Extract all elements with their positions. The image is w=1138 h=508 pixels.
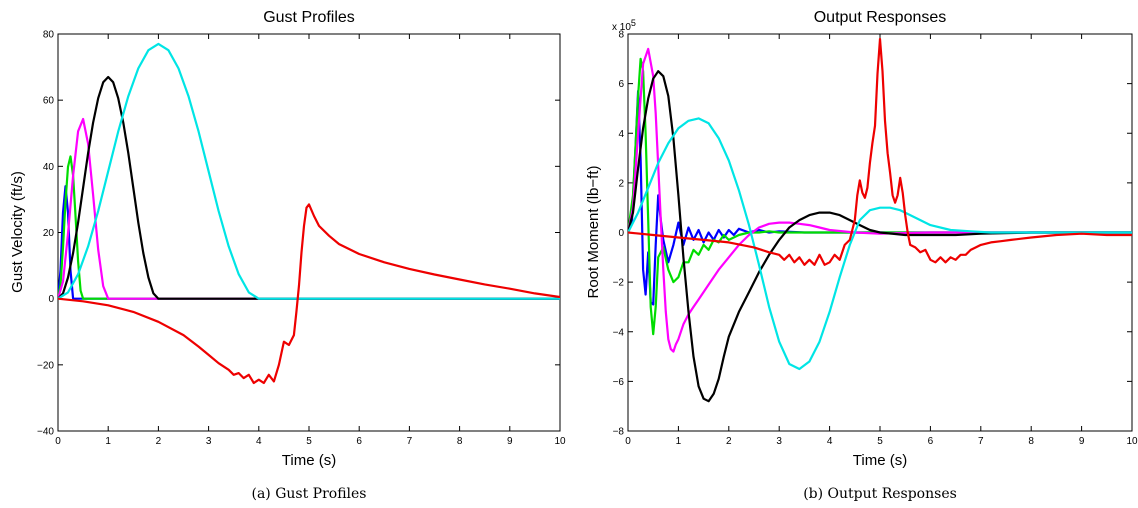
gust-profiles-y-tick-label: 60 bbox=[43, 96, 55, 107]
output-responses-x-tick-label: 8 bbox=[1028, 436, 1034, 447]
gust-profiles-y-tick-label: 80 bbox=[43, 30, 55, 41]
output-responses-y-tick-label: 4 bbox=[618, 129, 624, 140]
gust-profiles-caption: (a) Gust Profiles bbox=[251, 486, 366, 502]
output-responses-y-tick-label: −4 bbox=[613, 327, 625, 338]
gust-profiles-series-magenta-line bbox=[58, 117, 560, 300]
gust-profiles-x-tick-label: 10 bbox=[554, 436, 566, 447]
output-responses-series-group bbox=[628, 37, 1132, 403]
output-responses-x-tick-label: 0 bbox=[625, 436, 631, 447]
output-responses-x-tick-label: 10 bbox=[1126, 436, 1138, 447]
gust-profiles-y-tick-label: 0 bbox=[48, 294, 54, 305]
gust-profiles-x-tick-label: 4 bbox=[256, 436, 262, 447]
gust-profiles-title: Gust Profiles bbox=[263, 9, 355, 26]
gust-profiles-x-tick-label: 3 bbox=[206, 436, 212, 447]
output-responses-y-tick-label: 0 bbox=[618, 228, 624, 239]
output-responses-series-red-line bbox=[628, 37, 1132, 266]
output-responses-series-cyan-line bbox=[628, 117, 1132, 371]
gust-profiles-series-group bbox=[58, 42, 560, 385]
output-responses-x-tick-label: 7 bbox=[978, 436, 984, 447]
gust-profiles-ticks: 0 1 2 3 4 5 6 7 8 9 10 −40 −20 0 20 40 60 80 bbox=[37, 30, 566, 448]
output-responses-x-tick-label: 6 bbox=[928, 436, 934, 447]
gust-profiles-xlabel: Time (s) bbox=[282, 452, 336, 469]
gust-profiles-x-tick-label: 5 bbox=[306, 436, 312, 447]
output-responses-y-tick-label: 6 bbox=[618, 79, 624, 90]
gust-profiles-y-tick-label: 40 bbox=[43, 162, 55, 173]
gust-profiles-x-tick-label: 9 bbox=[507, 436, 513, 447]
gust-profiles-x-tick-label: 2 bbox=[156, 436, 162, 447]
output-responses-title: Output Responses bbox=[814, 9, 947, 26]
output-responses-x-tick-label: 3 bbox=[776, 436, 782, 447]
gust-profiles-x-tick-label: 1 bbox=[105, 436, 111, 447]
gust-profiles-x-tick-label: 0 bbox=[55, 436, 61, 447]
gust-profiles-y-tick-label: −40 bbox=[37, 427, 54, 438]
gust-profiles-series-red-line bbox=[58, 203, 560, 385]
scale-note-base: x 10 bbox=[612, 22, 631, 33]
output-responses-caption: (b) Output Responses bbox=[803, 486, 957, 502]
output-responses-xlabel: Time (s) bbox=[853, 452, 907, 469]
output-responses-panel: Output Responses 0 1 2 3 4 5 6 7 8 9 10 −8 −6 −4 −2 0 2 4… bbox=[585, 9, 1138, 502]
gust-profiles-panel: Gust Profiles 0 1 2 3 4 5 6 7 8 9 10 −40 −20 0 20 40 60 8… bbox=[9, 9, 566, 502]
scale-note-exponent: 5 bbox=[631, 18, 636, 28]
gust-profiles-series-blue-line bbox=[58, 185, 560, 300]
output-responses-x-tick-label: 4 bbox=[827, 436, 833, 447]
output-responses-y-tick-label: −2 bbox=[613, 278, 625, 289]
output-responses-series-black-line bbox=[628, 70, 1132, 403]
gust-profiles-x-tick-label: 7 bbox=[407, 436, 413, 447]
output-responses-y-tick-label: 8 bbox=[618, 30, 624, 41]
gust-profiles-ylabel: Gust Velocity (ft/s) bbox=[9, 171, 26, 293]
output-responses-x-tick-label: 1 bbox=[676, 436, 682, 447]
output-responses-x-tick-label: 5 bbox=[877, 436, 883, 447]
gust-profiles-x-tick-label: 6 bbox=[356, 436, 362, 447]
gust-profiles-x-tick-label: 8 bbox=[457, 436, 463, 447]
output-responses-y-tick-label: 2 bbox=[618, 178, 624, 189]
output-responses-series-green-line bbox=[628, 57, 1132, 336]
gust-profiles-series-black-line bbox=[58, 75, 560, 300]
gust-profiles-series-cyan-line bbox=[58, 42, 560, 300]
output-responses-scale-note: x 105 bbox=[612, 18, 636, 33]
output-responses-y-tick-label: −6 bbox=[613, 377, 625, 388]
output-responses-ylabel: Root Moment (lb−ft) bbox=[585, 166, 602, 299]
output-responses-y-tick-label: −8 bbox=[613, 427, 625, 438]
gust-profiles-y-tick-label: 20 bbox=[43, 228, 55, 239]
output-responses-ticks: 0 1 2 3 4 5 6 7 8 9 10 −8 −6 −4 −2 0 2 4 6 8 bbox=[613, 30, 1138, 448]
output-responses-x-tick-label: 2 bbox=[726, 436, 732, 447]
output-responses-series-magenta-line bbox=[628, 47, 1132, 353]
output-responses-x-tick-label: 9 bbox=[1079, 436, 1085, 447]
gust-profiles-plot-area bbox=[57, 33, 561, 432]
gust-profiles-y-tick-label: −20 bbox=[37, 360, 54, 371]
